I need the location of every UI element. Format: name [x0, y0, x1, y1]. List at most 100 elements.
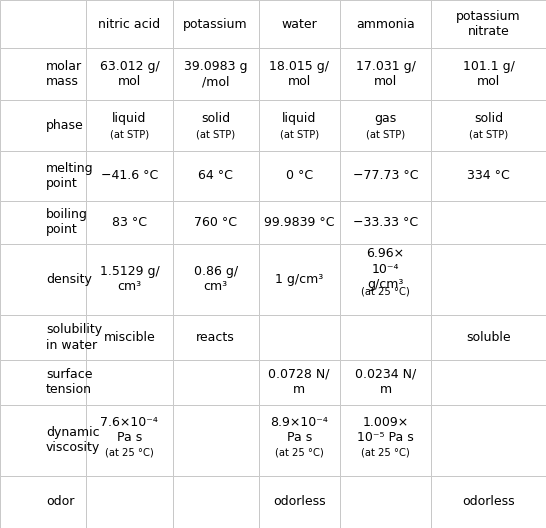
Bar — [431, 0, 546, 48]
Text: solid: solid — [474, 112, 503, 125]
Bar — [173, 243, 259, 315]
Text: (at STP): (at STP) — [469, 129, 508, 139]
Text: soluble: soluble — [466, 331, 511, 344]
Bar — [0, 48, 86, 100]
Bar — [259, 360, 340, 404]
Text: (at 25 °C): (at 25 °C) — [275, 447, 324, 457]
Text: water: water — [281, 17, 317, 31]
Bar — [173, 404, 259, 476]
Bar — [431, 48, 546, 100]
Text: 0.0728 N/
m: 0.0728 N/ m — [269, 368, 330, 397]
Bar — [431, 315, 546, 360]
Bar — [86, 201, 173, 243]
Bar — [173, 151, 259, 201]
Text: gas: gas — [375, 112, 396, 125]
Bar — [173, 100, 259, 151]
Bar — [0, 476, 86, 528]
Bar — [340, 48, 431, 100]
Text: (at STP): (at STP) — [280, 129, 319, 139]
Bar — [259, 151, 340, 201]
Bar — [259, 100, 340, 151]
Text: ammonia: ammonia — [356, 17, 415, 31]
Text: (at STP): (at STP) — [110, 129, 149, 139]
Bar — [0, 0, 86, 48]
Text: 334 °C: 334 °C — [467, 169, 510, 182]
Text: (at STP): (at STP) — [366, 129, 405, 139]
Text: 64 °C: 64 °C — [198, 169, 233, 182]
Text: 7.6×10⁻⁴
Pa s: 7.6×10⁻⁴ Pa s — [100, 416, 158, 445]
Text: surface
tension: surface tension — [46, 368, 92, 397]
Text: reacts: reacts — [197, 331, 235, 344]
Bar — [259, 243, 340, 315]
Bar — [173, 201, 259, 243]
Bar — [0, 100, 86, 151]
Bar — [340, 315, 431, 360]
Text: 18.015 g/
mol: 18.015 g/ mol — [269, 60, 329, 88]
Bar — [0, 243, 86, 315]
Text: solubility
in water: solubility in water — [46, 323, 102, 352]
Text: 0 °C: 0 °C — [286, 169, 313, 182]
Bar — [0, 151, 86, 201]
Text: 0.86 g/
cm³: 0.86 g/ cm³ — [194, 265, 238, 294]
Bar — [431, 151, 546, 201]
Text: odorless: odorless — [273, 495, 325, 508]
Bar — [0, 360, 86, 404]
Bar — [431, 243, 546, 315]
Bar — [431, 360, 546, 404]
Text: phase: phase — [46, 119, 84, 132]
Text: −41.6 °C: −41.6 °C — [101, 169, 158, 182]
Bar — [86, 100, 173, 151]
Text: liquid: liquid — [112, 112, 146, 125]
Text: molar
mass: molar mass — [46, 60, 82, 88]
Text: 63.012 g/
mol: 63.012 g/ mol — [99, 60, 159, 88]
Bar — [0, 201, 86, 243]
Bar — [259, 48, 340, 100]
Bar — [0, 315, 86, 360]
Bar — [86, 0, 173, 48]
Bar — [0, 404, 86, 476]
Bar — [340, 243, 431, 315]
Text: potassium: potassium — [183, 17, 248, 31]
Bar — [86, 315, 173, 360]
Bar — [259, 404, 340, 476]
Bar — [340, 201, 431, 243]
Text: (at 25 °C): (at 25 °C) — [361, 447, 410, 457]
Bar — [431, 404, 546, 476]
Text: solid: solid — [201, 112, 230, 125]
Bar — [431, 201, 546, 243]
Text: −33.33 °C: −33.33 °C — [353, 215, 418, 229]
Text: 760 °C: 760 °C — [194, 215, 237, 229]
Text: potassium
nitrate: potassium nitrate — [456, 10, 521, 39]
Text: dynamic
viscosity: dynamic viscosity — [46, 426, 100, 455]
Bar — [340, 404, 431, 476]
Text: 17.031 g/
mol: 17.031 g/ mol — [355, 60, 416, 88]
Bar — [86, 404, 173, 476]
Text: (at 25 °C): (at 25 °C) — [361, 286, 410, 296]
Bar — [340, 0, 431, 48]
Bar — [259, 476, 340, 528]
Bar — [340, 476, 431, 528]
Bar — [340, 100, 431, 151]
Text: 83 °C: 83 °C — [112, 215, 147, 229]
Text: 1 g/cm³: 1 g/cm³ — [275, 272, 323, 286]
Bar — [173, 360, 259, 404]
Text: 6.96×
10⁻⁴
g/cm³: 6.96× 10⁻⁴ g/cm³ — [366, 247, 405, 291]
Bar — [86, 243, 173, 315]
Text: liquid: liquid — [282, 112, 316, 125]
Text: 0.0234 N/
m: 0.0234 N/ m — [355, 368, 416, 397]
Text: miscible: miscible — [104, 331, 155, 344]
Text: nitric acid: nitric acid — [98, 17, 161, 31]
Bar — [259, 201, 340, 243]
Text: (at 25 °C): (at 25 °C) — [105, 447, 154, 457]
Bar — [173, 315, 259, 360]
Bar — [340, 151, 431, 201]
Text: 39.0983 g
/mol: 39.0983 g /mol — [184, 60, 247, 88]
Text: (at STP): (at STP) — [196, 129, 235, 139]
Text: 1.5129 g/
cm³: 1.5129 g/ cm³ — [99, 265, 159, 294]
Bar — [259, 0, 340, 48]
Text: −77.73 °C: −77.73 °C — [353, 169, 418, 182]
Text: odor: odor — [46, 495, 74, 508]
Text: 8.9×10⁻⁴
Pa s: 8.9×10⁻⁴ Pa s — [270, 416, 328, 445]
Bar — [173, 476, 259, 528]
Text: 99.9839 °C: 99.9839 °C — [264, 215, 335, 229]
